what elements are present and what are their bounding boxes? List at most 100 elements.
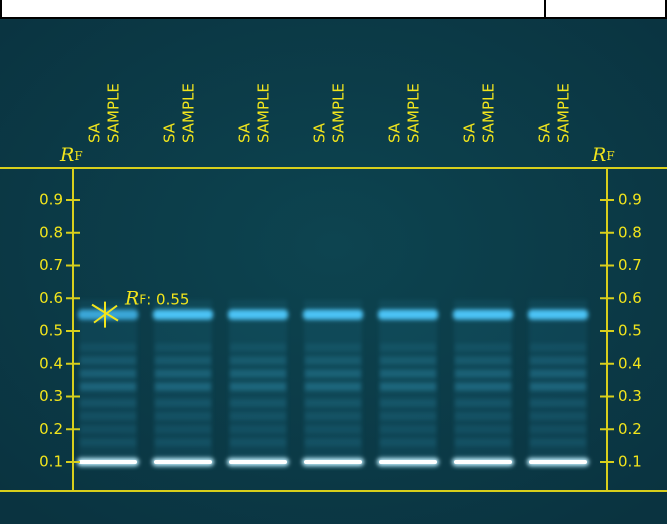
- lane-label: SA: [236, 122, 254, 143]
- lane-label: SA: [536, 122, 554, 143]
- tick-label: 0.4: [618, 354, 642, 372]
- tick-label: 0.4: [39, 354, 63, 372]
- band-core: [454, 460, 512, 464]
- faint-band: [530, 383, 586, 391]
- faint-band: [455, 399, 511, 407]
- band: [153, 310, 213, 320]
- lane-label: SAMPLE: [330, 83, 348, 143]
- faint-band: [305, 383, 361, 391]
- faint-band: [155, 425, 211, 433]
- annotation-symbol: R: [124, 288, 139, 310]
- faint-band: [80, 383, 136, 391]
- faint-band: [155, 383, 211, 391]
- band-core: [154, 460, 212, 464]
- faint-band: [80, 370, 136, 378]
- faint-band: [155, 343, 211, 351]
- tick-label: 0.9: [618, 191, 642, 209]
- faint-band: [230, 412, 286, 420]
- band: [378, 310, 438, 320]
- faint-band: [155, 370, 211, 378]
- faint-band: [380, 412, 436, 420]
- band: [228, 310, 288, 320]
- tick-label: 0.5: [618, 322, 642, 340]
- tick-label: 0.3: [39, 387, 63, 405]
- rf-symbol: R: [591, 144, 606, 166]
- faint-band: [530, 425, 586, 433]
- faint-band: [455, 383, 511, 391]
- tick-label: 0.1: [39, 453, 63, 471]
- faint-band: [80, 399, 136, 407]
- faint-band: [305, 356, 361, 364]
- tick-label: 0.2: [39, 420, 63, 438]
- faint-band: [305, 412, 361, 420]
- faint-band: [230, 438, 286, 446]
- faint-band: [380, 356, 436, 364]
- faint-band: [455, 343, 511, 351]
- faint-band: [380, 425, 436, 433]
- band-core: [304, 460, 362, 464]
- rf-symbol: R: [59, 144, 74, 166]
- tick-label: 0.8: [39, 223, 63, 241]
- faint-band: [230, 383, 286, 391]
- band: [453, 310, 513, 320]
- band-core: [529, 460, 587, 464]
- faint-band: [80, 412, 136, 420]
- lane-label: SA: [461, 122, 479, 143]
- faint-band: [380, 399, 436, 407]
- band-core: [79, 460, 137, 464]
- faint-band: [305, 343, 361, 351]
- faint-band: [305, 399, 361, 407]
- faint-band: [230, 356, 286, 364]
- lane-label: SAMPLE: [105, 83, 123, 143]
- rf-subscript: F: [606, 149, 614, 163]
- faint-band: [530, 438, 586, 446]
- faint-band: [230, 425, 286, 433]
- tick-label: 0.6: [39, 289, 63, 307]
- band-core: [229, 460, 287, 464]
- tick-label: 0.7: [39, 256, 63, 274]
- faint-band: [305, 425, 361, 433]
- faint-band: [155, 438, 211, 446]
- faint-band: [380, 370, 436, 378]
- lane-label: SAMPLE: [255, 83, 273, 143]
- faint-band: [155, 412, 211, 420]
- faint-band: [230, 370, 286, 378]
- band: [528, 310, 588, 320]
- faint-band: [455, 370, 511, 378]
- faint-band: [305, 438, 361, 446]
- faint-band: [455, 425, 511, 433]
- faint-band: [530, 370, 586, 378]
- faint-band: [455, 412, 511, 420]
- tick-label: 0.1: [618, 453, 642, 471]
- tick-label: 0.9: [39, 191, 63, 209]
- faint-band: [380, 438, 436, 446]
- faint-band: [380, 343, 436, 351]
- tick-label: 0.7: [618, 256, 642, 274]
- band: [303, 310, 363, 320]
- faint-band: [455, 438, 511, 446]
- lane-label: SAMPLE: [405, 83, 423, 143]
- tick-label: 0.5: [39, 322, 63, 340]
- faint-band: [530, 356, 586, 364]
- tick-label: 0.3: [618, 387, 642, 405]
- faint-band: [80, 343, 136, 351]
- rf-annotation: RF: 0.55: [124, 288, 189, 310]
- lane-label: SAMPLE: [480, 83, 498, 143]
- tlc-plate-photo: SASAMPLESASAMPLESASAMPLESASAMPLESASAMPLE…: [0, 0, 667, 524]
- band-core: [379, 460, 437, 464]
- lane-label: SA: [161, 122, 179, 143]
- lane-label: SA: [386, 122, 404, 143]
- annotation-text: : 0.55: [146, 290, 189, 308]
- faint-band: [230, 399, 286, 407]
- lane-label: SA: [86, 122, 104, 143]
- faint-band: [80, 356, 136, 364]
- faint-band: [305, 370, 361, 378]
- tick-label: 0.6: [618, 289, 642, 307]
- faint-band: [380, 383, 436, 391]
- faint-band: [80, 438, 136, 446]
- faint-band: [155, 356, 211, 364]
- faint-band: [80, 425, 136, 433]
- lane-label: SAMPLE: [180, 83, 198, 143]
- tick-label: 0.8: [618, 223, 642, 241]
- faint-band: [530, 343, 586, 351]
